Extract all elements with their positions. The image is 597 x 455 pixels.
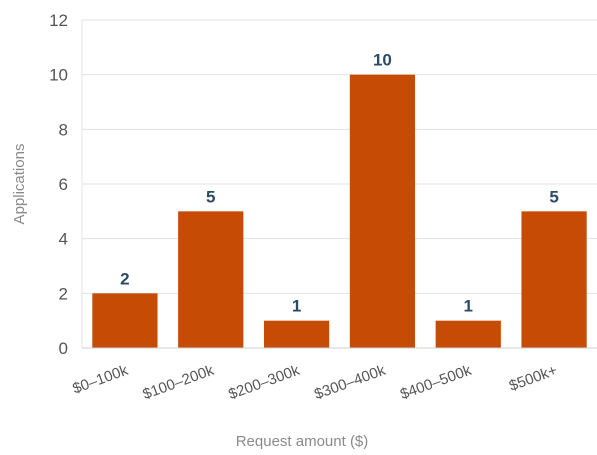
- y-axis-ticks: 0 2 4 6 8 10 12: [49, 11, 68, 358]
- data-label: 1: [292, 297, 301, 316]
- data-label: 1: [464, 297, 473, 316]
- data-labels: 2 5 1 10 1 5: [120, 51, 559, 316]
- x-tick-label: $100–200k: [141, 362, 217, 404]
- x-tick-label: $200–300k: [226, 362, 302, 404]
- y-tick-label: 8: [59, 120, 68, 139]
- data-label: 5: [549, 187, 558, 206]
- y-tick-label: 6: [59, 175, 68, 194]
- x-tick-label: $400–500k: [398, 362, 474, 404]
- bar: [521, 211, 587, 348]
- y-tick-label: 2: [59, 284, 68, 303]
- x-axis-ticks: $0–100k $100–200k $200–300k $300–400k $400–5…: [70, 362, 559, 404]
- bar: [349, 74, 416, 349]
- bar: [263, 320, 330, 348]
- y-tick-label: 0: [59, 339, 68, 358]
- y-axis-title: Applications: [11, 144, 28, 225]
- y-tick-label: 4: [59, 230, 68, 249]
- y-tick-label: 10: [49, 66, 68, 85]
- x-axis-title: Request amount ($): [236, 433, 369, 450]
- x-tick-label: $500k+: [507, 362, 560, 395]
- bar: [178, 211, 244, 348]
- data-label: 2: [120, 269, 129, 288]
- y-tick-label: 12: [49, 11, 68, 30]
- data-label: 5: [206, 187, 215, 206]
- bars: [92, 74, 587, 349]
- grid-lines: [81, 19, 597, 348]
- x-tick-label: $300–400k: [312, 362, 388, 404]
- data-label: 10: [373, 51, 392, 70]
- bar: [92, 293, 158, 348]
- bar: [435, 320, 501, 348]
- x-tick-label: $0–100k: [70, 362, 130, 398]
